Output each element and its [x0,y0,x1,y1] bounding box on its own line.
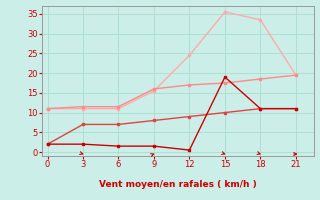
X-axis label: Vent moyen/en rafales ( km/h ): Vent moyen/en rafales ( km/h ) [99,180,256,189]
